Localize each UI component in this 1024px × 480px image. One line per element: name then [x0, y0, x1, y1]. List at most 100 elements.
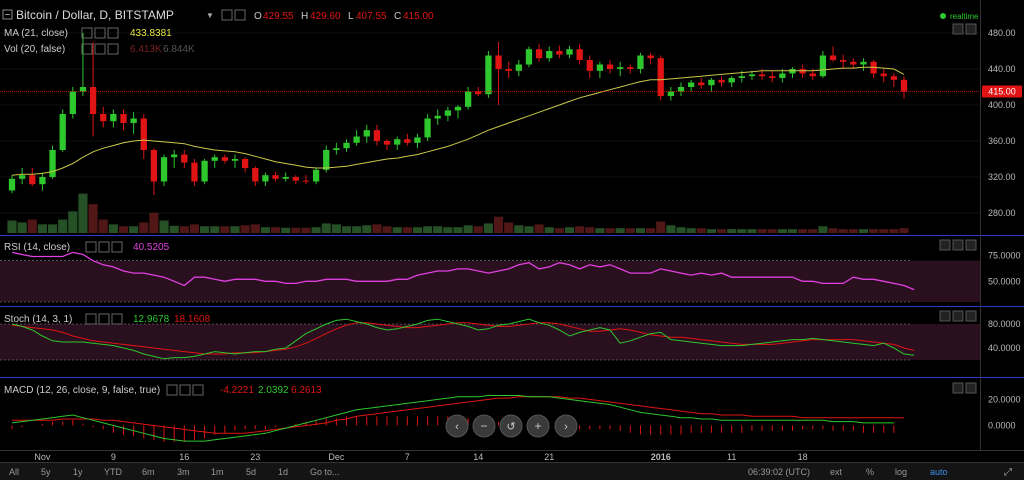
volume-bar	[858, 229, 869, 233]
ma-legend-label[interactable]: MA (21, close)	[4, 28, 68, 39]
nav-reset-button[interactable]: ↺	[499, 414, 523, 438]
volume-bar	[656, 221, 666, 233]
volume-bar	[179, 226, 189, 233]
candle-body	[769, 76, 776, 78]
candle-body	[556, 51, 563, 55]
volume-bar	[321, 223, 331, 233]
series-controls[interactable]	[221, 9, 246, 21]
candle-body	[140, 118, 147, 150]
candle	[556, 45, 563, 59]
macd-pane-bg	[0, 379, 980, 449]
candle-body	[748, 74, 756, 77]
candle-body	[606, 64, 614, 69]
stoch-band	[0, 324, 980, 360]
volume-bar	[27, 219, 37, 233]
nav-zoom-out-button[interactable]: −	[472, 414, 496, 438]
vol-legend[interactable]: Vol (20, false) 6.413K 6.844K	[4, 43, 195, 55]
vol-legend-value-2: 6.844K	[163, 44, 195, 55]
stoch-pane-buttons[interactable]	[939, 310, 977, 322]
price-tick-label: 480.00	[988, 28, 1016, 38]
candle	[252, 166, 259, 186]
range-button[interactable]: 5y	[41, 467, 51, 477]
stoch-legend[interactable]: Stoch (14, 3, 1) 12.9678 18.1608	[4, 313, 211, 325]
range-button[interactable]: 1y	[73, 467, 83, 477]
candle	[353, 130, 360, 146]
candle-body	[252, 168, 259, 182]
candle	[29, 168, 36, 186]
volume-bar	[767, 229, 777, 233]
macd-tick-label: 20.0000	[988, 394, 1021, 404]
range-button[interactable]: 5d	[246, 467, 256, 477]
rsi-legend-label[interactable]: RSI (14, close)	[4, 242, 70, 253]
goto-button[interactable]: Go to...	[310, 467, 340, 477]
candle	[748, 70, 756, 80]
scale-option-percent[interactable]: %	[866, 467, 874, 477]
candle	[566, 45, 573, 59]
nav-scroll-right-button[interactable]: ›	[554, 414, 578, 438]
rsi-pane-buttons[interactable]	[939, 239, 977, 251]
range-button[interactable]: All	[9, 467, 19, 477]
candle-body	[29, 175, 36, 185]
candle	[312, 168, 320, 185]
range-button[interactable]: 1m	[211, 467, 224, 477]
range-button[interactable]: 3m	[177, 467, 190, 477]
ma-legend[interactable]: MA (21, close) 433.8381	[4, 27, 172, 39]
price-tick-label: 320.00	[988, 172, 1016, 182]
price-axis[interactable]: 480.00 440.00 400.00 360.00 320.00 280.00	[988, 28, 1016, 218]
realtime-dot-icon	[940, 13, 946, 19]
candle	[383, 139, 391, 150]
scale-option-auto[interactable]: auto	[930, 467, 948, 477]
scale-option-ext[interactable]: ext	[830, 467, 843, 477]
symbol-header[interactable]: Bitcoin / Dollar, D, BITSTAMP ▼ O 429.55…	[2, 8, 434, 22]
stoch-tick-label: 80.0000	[988, 319, 1021, 329]
vol-legend-value-1: 6.413K	[130, 44, 162, 55]
range-button[interactable]: YTD	[104, 467, 123, 477]
scale-option-log[interactable]: log	[895, 467, 907, 477]
candle-body	[211, 157, 218, 161]
volume-bar	[483, 223, 493, 233]
candle	[444, 106, 452, 122]
price-tick-label: 440.00	[988, 64, 1016, 74]
candle	[424, 114, 431, 141]
candle	[39, 172, 46, 191]
rsi-legend[interactable]: RSI (14, close) 40.5205	[4, 241, 170, 253]
time-axis[interactable]: Nov 9 16 23 Dec 7 14 21 2016 11 18	[34, 452, 807, 462]
candle	[211, 154, 218, 168]
time-tick-label: 9	[111, 452, 116, 462]
candle-body	[880, 73, 887, 77]
macd-legend-label[interactable]: MACD (12, 26, close, 9, false, true)	[4, 385, 160, 396]
macd-legend[interactable]: MACD (12, 26, close, 9, false, true) -4.…	[4, 384, 322, 396]
candle-body	[353, 136, 360, 143]
time-tick-label: 14	[473, 452, 483, 462]
range-buttons[interactable]: All 5y 1y YTD 6m 3m 1m 5d 1d	[9, 467, 288, 477]
collapse-icon[interactable]	[2, 9, 13, 20]
candle	[404, 133, 411, 146]
volume-bar	[869, 229, 879, 233]
candle-body	[738, 76, 745, 78]
candle	[606, 60, 614, 74]
candle-body	[241, 159, 249, 168]
candle-body	[596, 64, 604, 71]
stoch-legend-label[interactable]: Stoch (14, 3, 1)	[4, 314, 72, 325]
range-button[interactable]: 1d	[278, 467, 288, 477]
scale-options[interactable]: ext% log auto	[830, 467, 948, 477]
candle	[850, 58, 857, 69]
symbol-title[interactable]: Bitcoin / Dollar, D, BITSTAMP	[16, 8, 174, 22]
utc-clock[interactable]: 06:39:02 (UTC)	[748, 467, 810, 477]
candle	[718, 76, 725, 87]
vol-legend-label[interactable]: Vol (20, false)	[4, 44, 65, 55]
nav-scroll-left-button[interactable]: ‹	[445, 414, 469, 438]
volume-bar	[7, 220, 17, 233]
price-pane-buttons[interactable]	[952, 23, 977, 35]
fullscreen-button[interactable]: ⤢	[1004, 467, 1012, 478]
macd-pane-buttons[interactable]	[952, 382, 977, 394]
symbol-dropdown-icon[interactable]: ▼	[206, 11, 214, 20]
nav-zoom-in-button[interactable]: +	[526, 414, 550, 438]
candle	[464, 87, 472, 110]
candle-body	[69, 91, 76, 114]
range-button[interactable]: 6m	[142, 467, 155, 477]
navigation-controls[interactable]: ‹ − ↺ + ›	[445, 414, 578, 438]
volume-bar	[270, 227, 281, 233]
candle	[181, 150, 188, 168]
